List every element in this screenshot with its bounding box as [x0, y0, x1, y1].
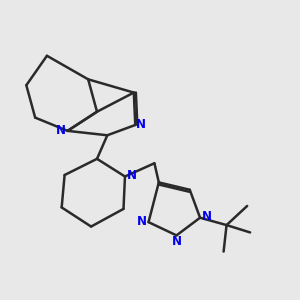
Text: N: N — [136, 118, 146, 131]
Text: N: N — [56, 124, 66, 137]
Text: N: N — [127, 169, 136, 182]
Text: N: N — [137, 215, 147, 228]
Text: N: N — [202, 210, 212, 223]
Text: N: N — [172, 236, 182, 248]
